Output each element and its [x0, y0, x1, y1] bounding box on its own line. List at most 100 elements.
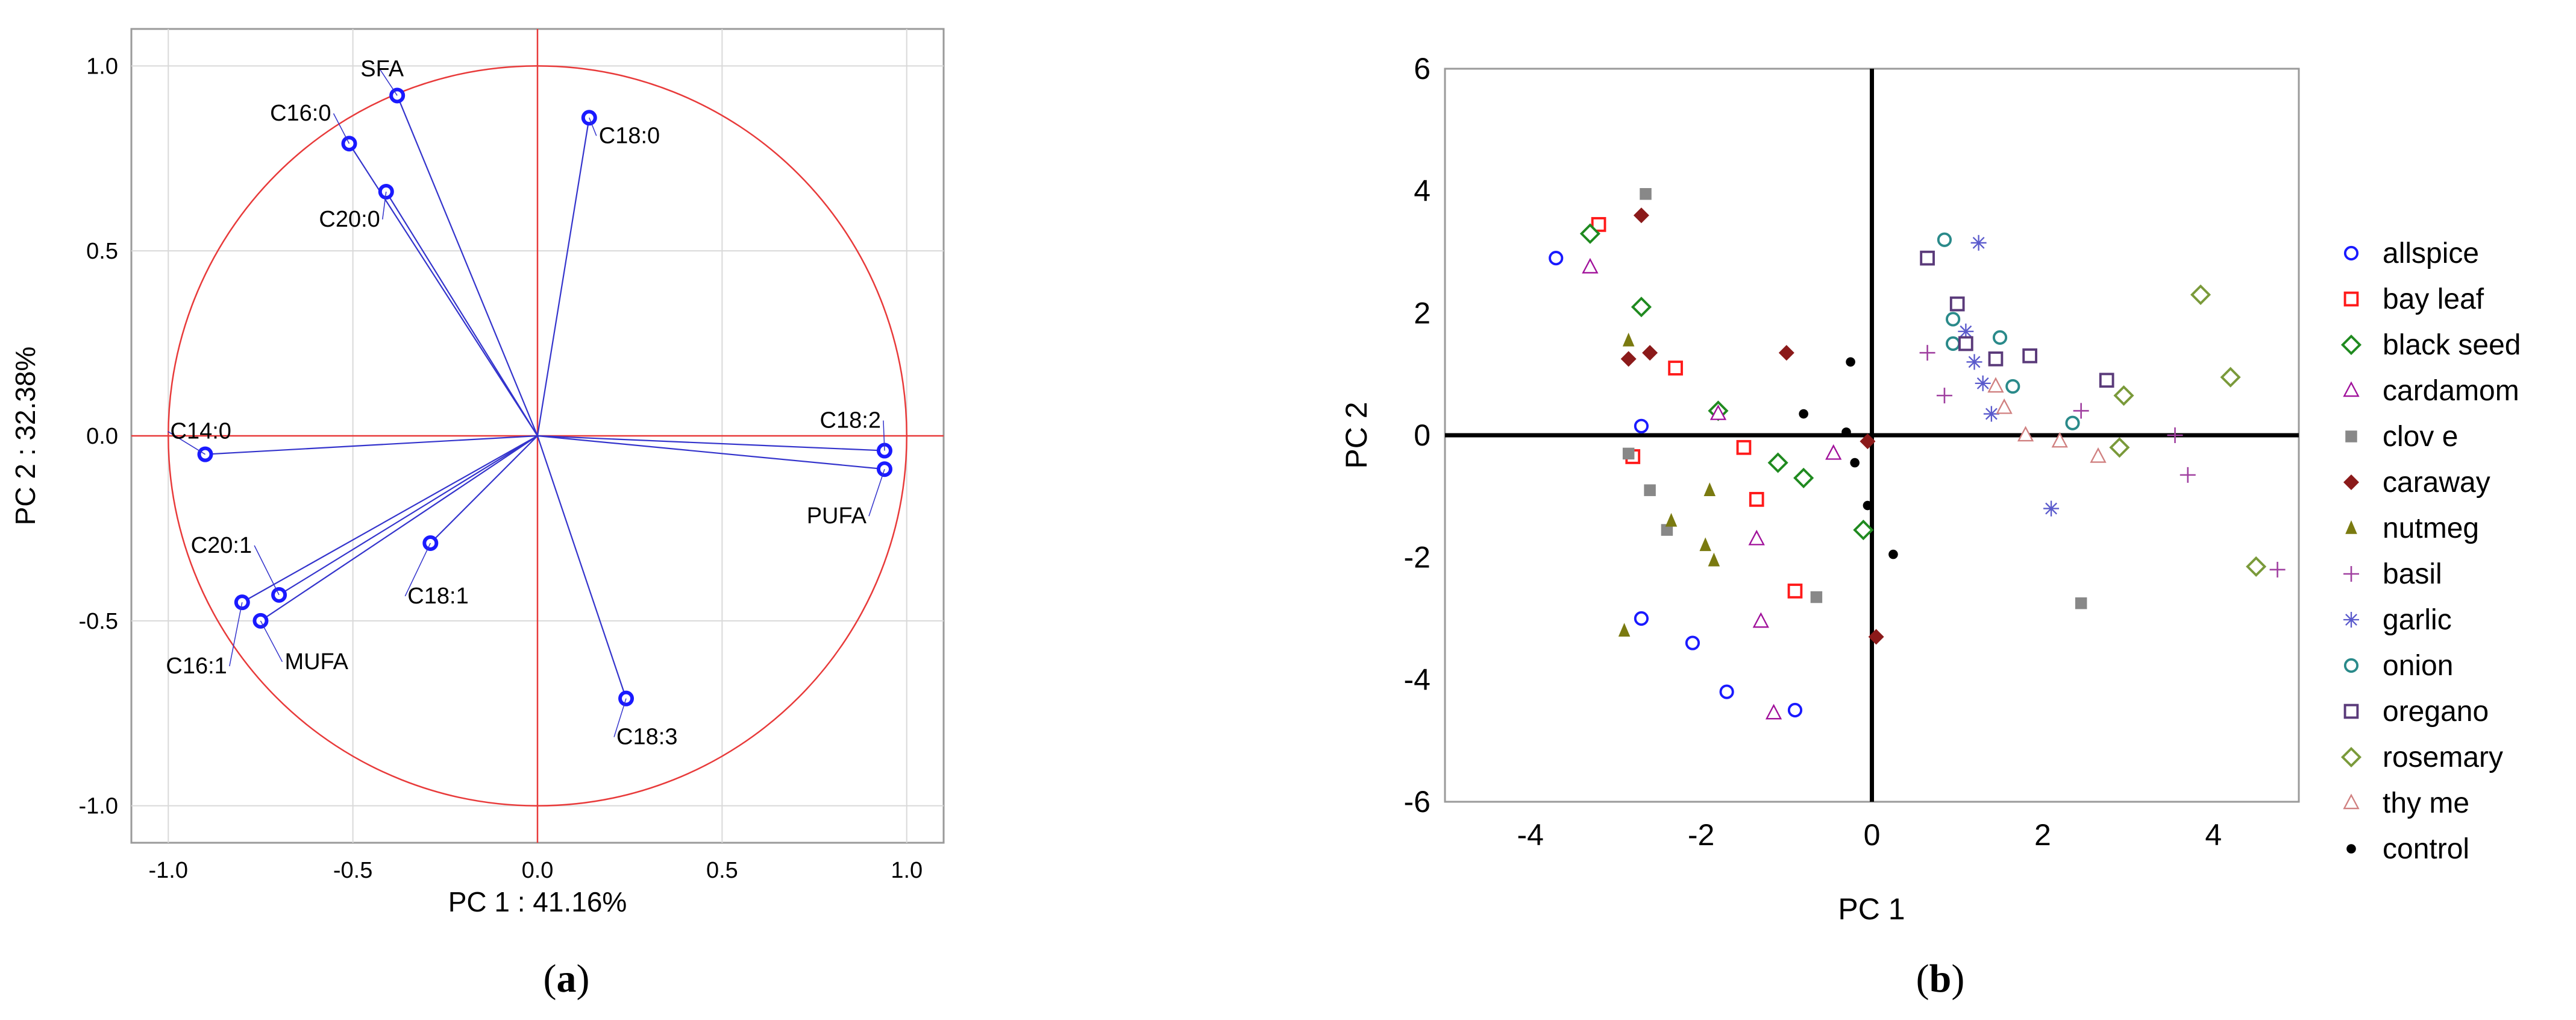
panel-b-point-black-seed-3-shape	[1767, 452, 1788, 473]
panel-b-point-clov-e-1	[1622, 447, 1635, 460]
panel-a-vector-c20-1	[278, 435, 538, 596]
legend-swatch-bay-leaf-shape	[2343, 291, 2359, 307]
panel-b-point-garlic-2	[1966, 354, 1982, 370]
panel-b-point-basil-3	[2167, 427, 2183, 443]
panel-b-point-caraway-2-shape	[1642, 345, 1658, 361]
panel-b-ytick-label: 0	[1414, 418, 1431, 452]
panel-b-point-black-seed-4	[1793, 467, 1814, 488]
panel-b-point-control-3-shape	[1850, 458, 1860, 468]
panel-b-point-caraway-2	[1642, 345, 1658, 361]
panel-b-point-oregano-3	[1988, 351, 2004, 367]
panel-b-caption: (b)	[1916, 957, 1965, 1001]
legend-swatch-nutmeg	[2345, 520, 2357, 534]
panel-b-point-basil-4	[2180, 467, 2196, 483]
panel-b-point-caraway-3-shape	[1778, 345, 1794, 361]
panel-a-vector-c18-0	[536, 118, 590, 436]
legend-label-rosemary: rosemary	[2383, 741, 2503, 773]
panel-b-point-clov-e-5-shape	[2075, 597, 2087, 609]
panel-b-point-control-2	[1841, 427, 1851, 437]
panel-a-vector-c18-3	[536, 435, 627, 699]
legend-swatch-thy-me	[2343, 793, 2360, 810]
legend-swatch-cardamom-shape	[2343, 381, 2360, 397]
panel-b-point-caraway-5	[1868, 629, 1884, 645]
panel-b-point-clov-e-4-shape	[1810, 591, 1823, 603]
panel-b-point-garlic-3-d2	[1976, 377, 1989, 389]
panel-b-point-rosemary-3	[2109, 437, 2130, 458]
panel-b-point-clov-e-0	[1640, 187, 1652, 200]
panel-b-point-caraway-3	[1778, 345, 1794, 361]
panel-a-caption-open: (	[544, 957, 557, 1001]
legend-label-garlic: garlic	[2383, 604, 2452, 636]
panel-b-point-nutmeg-3-shape	[1703, 482, 1716, 496]
panel-b-point-nutmeg-2-shape	[1665, 512, 1678, 527]
panel-b-point-thy-me-4	[2090, 447, 2107, 463]
legend-swatch-clov-e	[2345, 430, 2357, 442]
panel-b-point-onion-1-shape	[1946, 312, 1961, 327]
panel-b-point-rosemary-1-shape	[2220, 367, 2241, 388]
panel-b-point-clov-e-3	[1661, 524, 1673, 536]
panel-b-point-bay-leaf-1-shape	[1668, 360, 1683, 376]
panel-a-leader-c20-1	[254, 545, 280, 596]
panel-b-point-caraway-4	[1860, 433, 1876, 450]
legend-swatch-garlic-d2	[2345, 614, 2357, 626]
panel-b-point-oregano-1	[1949, 296, 1965, 312]
panel-b-point-allspice-2	[1634, 611, 1649, 626]
panel-b-point-oregano-5	[2099, 373, 2114, 388]
panel-b-point-oregano-0-shape	[1920, 250, 1935, 266]
panel-b-ytick-label: -6	[1404, 785, 1431, 819]
legend-label-thy-me: thy me	[2383, 787, 2469, 819]
panel-a-ytick-label: 0.5	[86, 239, 118, 264]
panel-b-point-garlic-0-d2	[1972, 236, 1985, 249]
panel-b-point-thy-me-1-shape	[1996, 398, 2013, 414]
legend-swatch-clov-e-shape	[2345, 430, 2357, 442]
panel-a-ytick-label: 0.0	[86, 424, 118, 449]
panel-b-point-control-3	[1850, 458, 1860, 468]
panel-b-point-nutmeg-5	[1708, 552, 1720, 567]
panel-b-point-black-seed-0-shape	[1579, 223, 1600, 244]
panel-a-leader-c18-0	[589, 117, 597, 136]
legend-label-bay-leaf: bay leaf	[2383, 283, 2484, 315]
panel-b-point-garlic-5-d2	[2045, 502, 2057, 515]
panel-b-point-allspice-0-shape	[1549, 251, 1564, 266]
panel-b-point-black-seed-0	[1579, 223, 1600, 244]
panel-b-point-thy-me-3	[2051, 432, 2068, 448]
panel-b-caption-open: (	[1916, 957, 1929, 1001]
panel-b-point-control-2-shape	[1841, 427, 1851, 437]
panel-b-point-caraway-5-shape	[1868, 629, 1884, 645]
panel-a-vector-c16-1	[242, 435, 538, 603]
panel-a-point-labels: SFA C16:0 C20:0 C18:0 C14:0 C18:2 PUFA C20:1 C16…	[166, 56, 885, 750]
panel-b-xtick-label: -2	[1688, 818, 1714, 852]
panel-a-caption-letter: a	[557, 957, 577, 1001]
legend-swatch-garlic	[2343, 612, 2359, 628]
panel-b-point-cardamom-3	[1752, 612, 1769, 628]
panel-b-caption-letter: b	[1929, 957, 1952, 1001]
panel-b-point-cardamom-5-shape	[1825, 444, 1842, 460]
panel-a-vector-c18-1	[430, 435, 538, 544]
panel-a-label-pufa: PUFA	[807, 503, 867, 529]
legend-swatch-oregano	[2343, 704, 2359, 719]
panel-b-point-clov-e-5	[2075, 597, 2087, 609]
panel-b-point-garlic-0	[1970, 235, 1987, 251]
panel-b-point-nutmeg-5-shape	[1708, 552, 1720, 567]
panel-b-point-oregano-4-shape	[2022, 348, 2037, 364]
panel-b-point-cardamom-0-shape	[1582, 257, 1599, 274]
panel-b-point-clov-e-3-shape	[1661, 524, 1673, 536]
panel-a-vector-c20-0	[385, 191, 538, 436]
panel-a-leader-c14-0	[168, 431, 205, 455]
legend-swatch-caraway-shape	[2343, 474, 2359, 490]
panel-b-point-garlic-5	[2043, 500, 2060, 517]
panel-b-point-oregano-0	[1920, 250, 1935, 266]
panel-b-caption-close: )	[1951, 957, 1964, 1001]
panel-b-point-onion-0	[1937, 232, 1952, 247]
panel-b-ytick-label: 6	[1414, 52, 1431, 86]
panel-b-tick-labels: -4 -2 0 2 4 -6 -4 -2 0 2 4 6	[1404, 52, 2222, 852]
panel-b-point-thy-me-2-shape	[2017, 426, 2034, 442]
panel-b-point-clov-e-4	[1810, 591, 1823, 603]
panel-b-point-garlic-2-d2	[1968, 356, 1981, 368]
panel-b-point-allspice-5-shape	[1787, 702, 1803, 718]
panel-b-point-allspice-1	[1634, 418, 1649, 433]
panel-b-point-oregano-1-shape	[1949, 296, 1965, 312]
panel-a-xtick-label: 0.0	[522, 858, 554, 883]
panel-b-x-axis-label: PC 1	[1838, 892, 1905, 926]
panel-a-label-sfa: SFA	[360, 56, 404, 81]
